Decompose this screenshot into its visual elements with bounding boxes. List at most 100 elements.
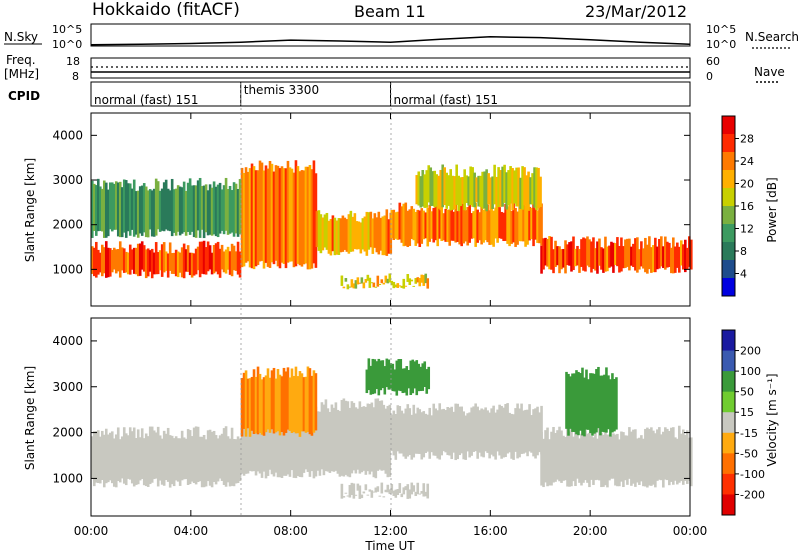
data-cell bbox=[212, 181, 216, 235]
colorbar-swatch bbox=[722, 134, 735, 153]
data-cell bbox=[332, 407, 336, 472]
data-cell bbox=[91, 180, 94, 238]
data-cell bbox=[312, 160, 316, 264]
colorbar-swatch bbox=[722, 432, 735, 454]
data-cell bbox=[376, 275, 380, 287]
data-cell bbox=[120, 436, 124, 479]
data-cell bbox=[433, 170, 437, 208]
data-cell bbox=[310, 375, 314, 436]
data-cell bbox=[218, 182, 222, 234]
data-cell bbox=[232, 438, 236, 487]
data-cell bbox=[606, 246, 609, 272]
data-cell bbox=[507, 170, 510, 206]
data-cell bbox=[582, 237, 585, 271]
data-cell bbox=[388, 489, 392, 495]
data-cell bbox=[648, 428, 651, 486]
data-cell bbox=[142, 183, 146, 233]
colorbar-tick-label: -15 bbox=[740, 427, 758, 440]
data-cell bbox=[624, 435, 627, 481]
data-cell bbox=[443, 167, 447, 206]
data-cell bbox=[204, 247, 208, 275]
data-cell bbox=[206, 190, 210, 236]
data-cell bbox=[160, 244, 164, 277]
colorbar-tick-label: 20 bbox=[740, 178, 754, 191]
data-cell bbox=[200, 436, 204, 488]
data-cell bbox=[474, 403, 477, 452]
data-cell bbox=[146, 248, 150, 277]
data-cell bbox=[538, 201, 541, 244]
data-cell bbox=[482, 209, 485, 243]
data-cell bbox=[636, 237, 639, 273]
data-cell bbox=[608, 245, 611, 268]
data-cell bbox=[429, 167, 433, 207]
range-tick-label: 4000 bbox=[52, 128, 83, 142]
noise-tick-top-right: 10^5 bbox=[706, 23, 736, 36]
data-cell bbox=[364, 406, 368, 475]
data-cell bbox=[284, 406, 288, 476]
data-cell bbox=[664, 236, 667, 270]
freq-tick-top: 18 bbox=[66, 55, 80, 68]
data-cell bbox=[234, 439, 238, 484]
data-cell bbox=[434, 202, 438, 241]
data-cell bbox=[114, 249, 118, 274]
data-cell bbox=[560, 430, 563, 483]
data-cell bbox=[254, 376, 258, 434]
data-cell bbox=[136, 243, 140, 277]
data-cell bbox=[156, 252, 160, 275]
data-cell bbox=[148, 250, 152, 272]
data-cell bbox=[300, 409, 304, 478]
time-tick-label: 04:00 bbox=[174, 524, 209, 538]
data-cell bbox=[413, 361, 417, 389]
data-cell bbox=[166, 253, 170, 278]
data-cell bbox=[500, 211, 503, 239]
velocity-colorbar-label: Velocity [m s⁻¹] bbox=[765, 373, 779, 466]
data-cell bbox=[130, 249, 134, 270]
data-cell bbox=[603, 374, 606, 433]
data-cell bbox=[572, 436, 575, 482]
data-cell bbox=[576, 434, 579, 479]
data-cell bbox=[586, 433, 589, 483]
data-cell bbox=[597, 366, 600, 429]
data-cell bbox=[337, 218, 341, 255]
data-cell bbox=[644, 237, 647, 273]
data-cell bbox=[192, 185, 196, 238]
data-cell bbox=[114, 181, 118, 230]
data-cell bbox=[142, 438, 146, 486]
data-cell bbox=[425, 369, 429, 394]
range-tick-label: 1000 bbox=[52, 262, 83, 276]
data-cell bbox=[381, 216, 385, 256]
data-cell bbox=[415, 175, 419, 205]
data-cell bbox=[446, 209, 450, 242]
data-cell bbox=[518, 408, 521, 458]
data-cell bbox=[390, 280, 394, 286]
data-cell bbox=[236, 188, 240, 237]
data-cell bbox=[423, 361, 427, 387]
data-cell bbox=[550, 236, 553, 270]
data-cell bbox=[110, 431, 114, 484]
data-cell bbox=[504, 203, 507, 241]
data-cell bbox=[618, 439, 621, 487]
data-cell bbox=[335, 220, 339, 255]
data-cell bbox=[622, 246, 625, 269]
noise-tick-top-left: 10^5 bbox=[52, 23, 82, 36]
data-cell bbox=[536, 406, 539, 456]
data-cell bbox=[343, 217, 347, 250]
data-cell bbox=[130, 431, 134, 484]
data-cell bbox=[408, 408, 412, 456]
data-cell bbox=[356, 483, 360, 491]
data-cell bbox=[376, 398, 380, 471]
data-cell bbox=[452, 411, 455, 453]
data-cell bbox=[487, 173, 490, 205]
data-cell bbox=[367, 358, 371, 391]
colorbar-swatch bbox=[722, 412, 735, 434]
data-cell bbox=[396, 211, 400, 240]
data-cell bbox=[318, 411, 322, 476]
data-cell bbox=[280, 376, 284, 433]
data-cell bbox=[686, 430, 689, 484]
data-cell bbox=[466, 206, 469, 246]
data-cell bbox=[321, 217, 325, 251]
data-cell bbox=[188, 178, 192, 235]
data-cell bbox=[612, 433, 615, 479]
data-cell bbox=[412, 208, 416, 241]
range-tick-label: 1000 bbox=[52, 471, 83, 485]
